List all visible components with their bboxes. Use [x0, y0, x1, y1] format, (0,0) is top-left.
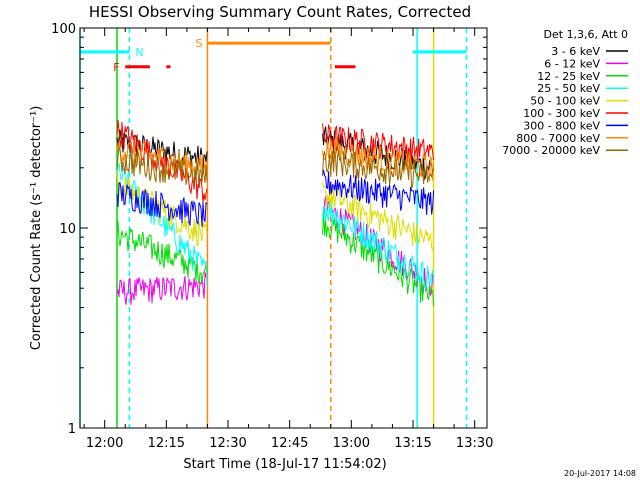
series-line-6-segment-1	[116, 119, 208, 203]
series-line-7-segment-1	[116, 181, 208, 227]
series-line-7-segment-2	[322, 169, 435, 216]
y-tick-label-1: 10	[59, 222, 76, 237]
legend-label-4: 25 - 50 keV	[537, 82, 600, 95]
series-line-1-segment-1	[116, 129, 208, 174]
series-line-5-segment-1	[116, 170, 208, 247]
flag-label-N: N	[135, 46, 143, 59]
y-tick-label-0: 1	[68, 422, 76, 437]
x-tick-label-6: 13:30	[456, 436, 493, 451]
series-line-3-segment-1	[116, 220, 208, 284]
x-tick-label-2: 12:30	[209, 436, 246, 451]
legend-label-2: 6 - 12 keV	[544, 57, 600, 70]
legend-label-6: 100 - 300 keV	[523, 107, 600, 120]
series-line-4-segment-2	[322, 201, 435, 291]
legend-label-7: 300 - 800 keV	[523, 119, 600, 132]
y-tick-label-2: 100	[51, 22, 76, 37]
series-line-8-segment-1	[116, 139, 208, 179]
timestamp: 20-Jul-2017 14:08	[564, 469, 636, 478]
x-tick-label-4: 13:00	[333, 436, 370, 451]
legend-label-5: 50 - 100 keV	[530, 95, 600, 108]
legend-label-8: 800 - 7000 keV	[516, 132, 600, 145]
plot-frame	[79, 27, 488, 429]
x-tick-label-3: 12:45	[271, 436, 308, 451]
series-line-9-segment-1	[116, 146, 208, 186]
legend-label-3: 12 - 25 keV	[537, 70, 600, 83]
legend-label-1: 3 - 6 keV	[551, 45, 600, 58]
x-tick-label-1: 12:15	[148, 436, 185, 451]
series-line-9-segment-2	[322, 150, 435, 189]
series-line-5-segment-2	[322, 181, 435, 254]
chart-title: HESSI Observing Summary Count Rates, Cor…	[89, 3, 471, 21]
series-line-2-segment-1	[116, 272, 208, 305]
y-axis-label: Corrected Count Rate (s⁻¹ detector⁻¹)	[29, 106, 44, 351]
flag-label-S: S	[195, 37, 202, 50]
series-line-8-segment-2	[322, 138, 435, 182]
flag-label-F: F	[113, 61, 119, 74]
x-axis-label: Start Time (18-Jul-17 11:54:02)	[183, 457, 386, 472]
x-tick-label-5: 13:15	[394, 436, 431, 451]
series-line-3-segment-2	[322, 211, 435, 307]
x-tick-label-0: 12:00	[86, 436, 123, 451]
series-line-6-segment-2	[322, 123, 435, 164]
legend-header: Det 1,3,6, Att 0	[544, 28, 628, 41]
legend-label-9: 7000 - 20000 keV	[502, 144, 600, 157]
